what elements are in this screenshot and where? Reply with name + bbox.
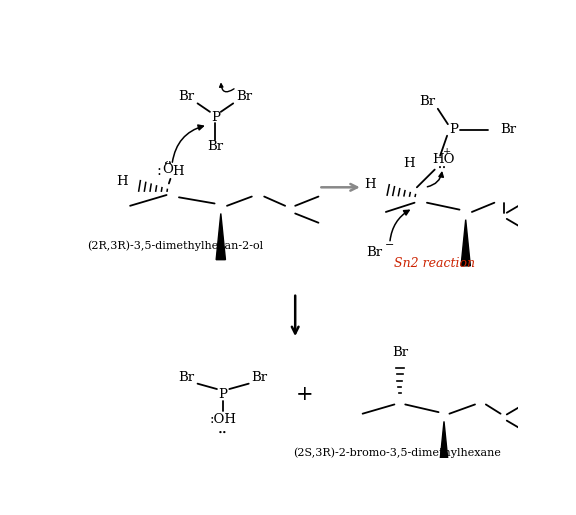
- Text: Br: Br: [419, 95, 435, 108]
- Text: ••: ••: [218, 429, 228, 437]
- Text: Ö: Ö: [162, 163, 173, 176]
- FancyArrowPatch shape: [390, 210, 409, 241]
- Text: ••: ••: [164, 160, 172, 167]
- FancyArrowPatch shape: [427, 173, 444, 187]
- FancyArrowPatch shape: [219, 84, 234, 92]
- Text: H: H: [365, 179, 376, 192]
- Text: −: −: [385, 240, 395, 250]
- Text: (2R,3R)-3,5-dimethylhexan-2-ol: (2R,3R)-3,5-dimethylhexan-2-ol: [88, 241, 264, 251]
- Text: H: H: [172, 165, 184, 178]
- Text: Br: Br: [392, 347, 408, 359]
- Text: Br: Br: [366, 246, 382, 259]
- FancyArrowPatch shape: [172, 125, 203, 162]
- Text: P: P: [211, 111, 220, 124]
- Text: Br: Br: [207, 140, 223, 153]
- Polygon shape: [461, 220, 471, 266]
- Text: (2S,3R)-2-bromo-3,5-dimethylhexane: (2S,3R)-2-bromo-3,5-dimethylhexane: [294, 448, 502, 458]
- Text: HO: HO: [433, 153, 455, 166]
- Text: P: P: [449, 123, 458, 136]
- Text: :: :: [156, 164, 161, 178]
- Polygon shape: [439, 421, 449, 468]
- Text: Br: Br: [179, 371, 195, 384]
- Text: +: +: [295, 385, 313, 404]
- Text: +: +: [443, 147, 451, 157]
- Text: :OH: :OH: [210, 413, 237, 425]
- Text: Br: Br: [501, 123, 517, 136]
- Text: H: H: [403, 157, 415, 170]
- Text: P: P: [219, 388, 228, 401]
- Text: Br: Br: [236, 90, 252, 103]
- Text: Sn2 reaction: Sn2 reaction: [394, 257, 475, 270]
- Polygon shape: [216, 214, 225, 260]
- Text: Br: Br: [252, 371, 268, 384]
- Text: H: H: [116, 175, 127, 187]
- Text: Br: Br: [179, 90, 195, 103]
- Text: ••: ••: [438, 164, 446, 172]
